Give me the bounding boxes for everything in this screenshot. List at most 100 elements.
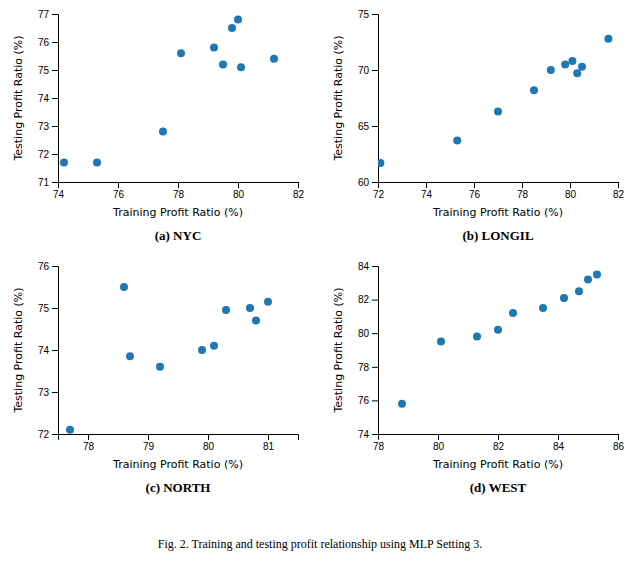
x-tick-label: 80 [433, 441, 445, 452]
y-tick-mark [52, 434, 58, 435]
panel-title: (b) LONGIL [462, 228, 533, 243]
x-tick-mark [426, 182, 427, 188]
y-tick-label: 73 [38, 121, 50, 132]
y-tick-label: 71 [38, 177, 50, 188]
point [547, 66, 555, 74]
y-tick-mark [372, 400, 378, 401]
y-axis-title: Testing Profit Ratio (%) [12, 287, 25, 413]
x-tick: 80 [203, 434, 215, 452]
point [93, 158, 101, 166]
x-tick: 80 [433, 434, 445, 452]
y-tick-label: 77 [38, 9, 50, 20]
x-tick-mark [208, 434, 209, 440]
x-tick-label: 79 [143, 441, 155, 452]
point [228, 24, 236, 32]
x-tick-label: 80 [233, 189, 245, 200]
point [219, 60, 227, 68]
point [222, 306, 230, 314]
y-tick-mark [52, 182, 58, 183]
y-axis: 71 72 73 74 75 76 77 [38, 9, 59, 188]
x-tick: 78 [173, 182, 185, 200]
y-tick: 75 [38, 303, 58, 314]
x-axis: 7476788082 [53, 182, 305, 200]
x-tick-mark [522, 182, 523, 188]
point [156, 363, 164, 371]
x-tick-label: 78 [83, 441, 95, 452]
x-tick-mark [118, 182, 119, 188]
y-tick: 60 [358, 177, 378, 188]
y-tick-mark [52, 308, 58, 309]
y-tick: 65 [358, 121, 378, 132]
point [60, 158, 68, 166]
x-tick: 79 [143, 434, 155, 452]
x-tick: 80 [565, 182, 577, 200]
point [561, 60, 569, 68]
y-tick: 76 [38, 37, 58, 48]
y-tick-mark [52, 42, 58, 43]
y-tick-mark [372, 126, 378, 127]
y-tick: 71 [38, 177, 58, 188]
panel-title: (d) WEST [470, 480, 527, 495]
y-tick-mark [52, 70, 58, 71]
y-tick-mark [372, 14, 378, 15]
y-tick: 70 [358, 65, 378, 76]
point [575, 287, 583, 295]
x-tick-label: 74 [421, 189, 433, 200]
x-tick-label: 78 [173, 189, 185, 200]
point [264, 298, 272, 306]
x-tick-label: 82 [613, 189, 625, 200]
y-axis-line [372, 15, 379, 183]
point [604, 35, 612, 43]
x-tick-label: 80 [565, 189, 577, 200]
y-axis-title: Testing Profit Ratio (%) [332, 287, 345, 413]
point [198, 346, 206, 354]
x-tick: 84 [553, 434, 565, 452]
y-tick-label: 78 [358, 362, 370, 373]
point [159, 128, 167, 136]
x-axis-title: Training Profit Ratio (%) [432, 206, 563, 219]
y-tick: 84 [358, 261, 378, 272]
y-tick-mark [372, 266, 378, 267]
point [437, 338, 445, 346]
y-axis-title: Testing Profit Ratio (%) [332, 35, 345, 161]
point [210, 44, 218, 52]
y-tick-mark [372, 70, 378, 71]
point [177, 49, 185, 57]
panel-title: (c) NORTH [146, 480, 211, 495]
y-tick-label: 74 [38, 93, 50, 104]
y-tick: 82 [358, 294, 378, 305]
y-tick-label: 74 [358, 429, 370, 440]
x-tick-mark [298, 182, 299, 188]
x-tick-mark [438, 434, 439, 440]
panel: 787980817273747576Training Profit Ratio … [12, 261, 299, 495]
x-tick: 76 [469, 182, 481, 200]
y-tick-label: 60 [358, 177, 370, 188]
point [560, 294, 568, 302]
x-axis-line [59, 435, 299, 441]
y-axis: 7273747576 [38, 261, 59, 440]
y-tick-mark [52, 350, 58, 351]
y-tick: 74 [38, 93, 58, 104]
y-tick-label: 74 [38, 345, 50, 356]
x-tick-mark [618, 182, 619, 188]
x-tick: 76 [113, 182, 125, 200]
point [473, 333, 481, 341]
x-tick: 82 [293, 182, 305, 200]
x-tick-label: 84 [553, 441, 565, 452]
y-tick-mark [52, 126, 58, 127]
y-tick: 75 [38, 65, 58, 76]
x-axis: 78798081 [59, 434, 299, 452]
y-tick: 76 [38, 261, 58, 272]
points [60, 16, 278, 167]
x-tick-mark [148, 434, 149, 440]
y-tick: 78 [358, 362, 378, 373]
y-tick-mark [372, 367, 378, 368]
y-tick-mark [372, 300, 378, 301]
x-tick-mark [238, 182, 239, 188]
point [584, 275, 592, 283]
x-tick-mark [570, 182, 571, 188]
y-tick: 72 [38, 149, 58, 160]
x-tick: 78 [373, 434, 385, 452]
panel: 747678808271727374757677Training Profit … [12, 9, 304, 243]
x-tick-label: 78 [373, 441, 385, 452]
